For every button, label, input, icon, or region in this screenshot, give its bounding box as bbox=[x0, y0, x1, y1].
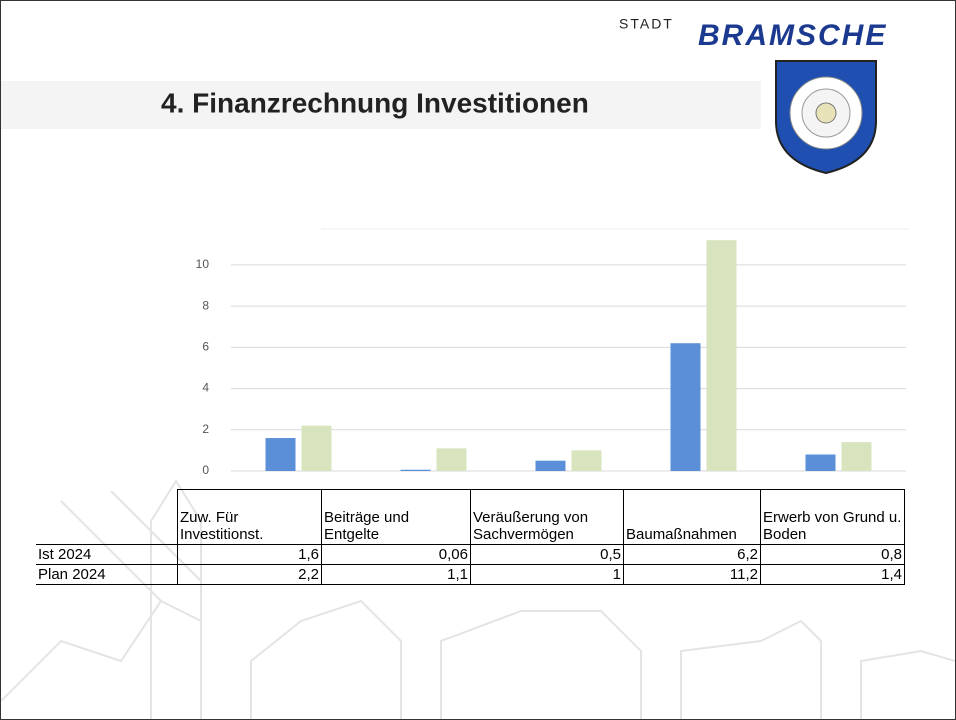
x-tick-label: Beiträge und Entgelte bbox=[321, 489, 471, 545]
bar bbox=[535, 460, 566, 471]
value-label: 1 bbox=[470, 564, 624, 585]
bar bbox=[436, 448, 467, 471]
value-label: 6,2 bbox=[623, 544, 761, 565]
bar bbox=[400, 469, 431, 471]
value-label: 2,2 bbox=[177, 564, 322, 585]
value-label: 0,8 bbox=[760, 544, 905, 565]
bar bbox=[805, 454, 836, 471]
x-tick-label: Zuw. Für Investitionst. bbox=[177, 489, 322, 545]
bar bbox=[841, 442, 872, 471]
value-label: 1,4 bbox=[760, 564, 905, 585]
brand-prefix: STADT bbox=[619, 16, 674, 32]
y-tick-label: 6 bbox=[202, 340, 209, 354]
data-table: Zuw. Für Investitionst. Beiträge und Entg… bbox=[36, 489, 905, 585]
value-label: 11,2 bbox=[623, 564, 761, 585]
brand-name: BRAMSCHE bbox=[698, 19, 887, 52]
bar bbox=[706, 240, 737, 471]
y-tick-label: 0 bbox=[202, 463, 209, 477]
x-tick-label: Erwerb von Grund u. Boden bbox=[760, 489, 905, 545]
value-label: 0,06 bbox=[321, 544, 471, 565]
bar bbox=[301, 425, 332, 471]
coat-of-arms bbox=[775, 60, 877, 175]
series-row: Plan 2024 2,2 1,1 1 11,2 1,4 bbox=[36, 564, 905, 585]
legend-label: Plan 2024 bbox=[36, 564, 178, 585]
header-row: Zuw. Für Investitionst. Beiträge und Entg… bbox=[36, 489, 905, 545]
y-tick-label: 2 bbox=[202, 422, 209, 436]
value-label: 1,1 bbox=[321, 564, 471, 585]
value-label: 1,6 bbox=[177, 544, 322, 565]
bar bbox=[265, 438, 296, 471]
title-band bbox=[1, 81, 761, 129]
legend-label: Ist 2024 bbox=[36, 544, 178, 565]
corner-cell bbox=[36, 489, 178, 545]
skyline bbox=[1, 479, 955, 719]
series-row: Ist 2024 1,6 0,06 0,5 6,2 0,8 bbox=[36, 544, 905, 565]
x-tick-label: Veräußerung von Sachvermögen bbox=[470, 489, 624, 545]
bar bbox=[571, 450, 602, 471]
slide-title: 4. Finanzrechnung Investitionen bbox=[161, 87, 589, 118]
y-tick-label: 8 bbox=[202, 298, 209, 312]
y-tick-label: 4 bbox=[202, 381, 209, 395]
y-tick-label: 10 bbox=[196, 257, 210, 271]
x-tick-label: Baumaßnahmen bbox=[623, 489, 761, 545]
bar bbox=[670, 343, 701, 471]
value-label: 0,5 bbox=[470, 544, 624, 565]
